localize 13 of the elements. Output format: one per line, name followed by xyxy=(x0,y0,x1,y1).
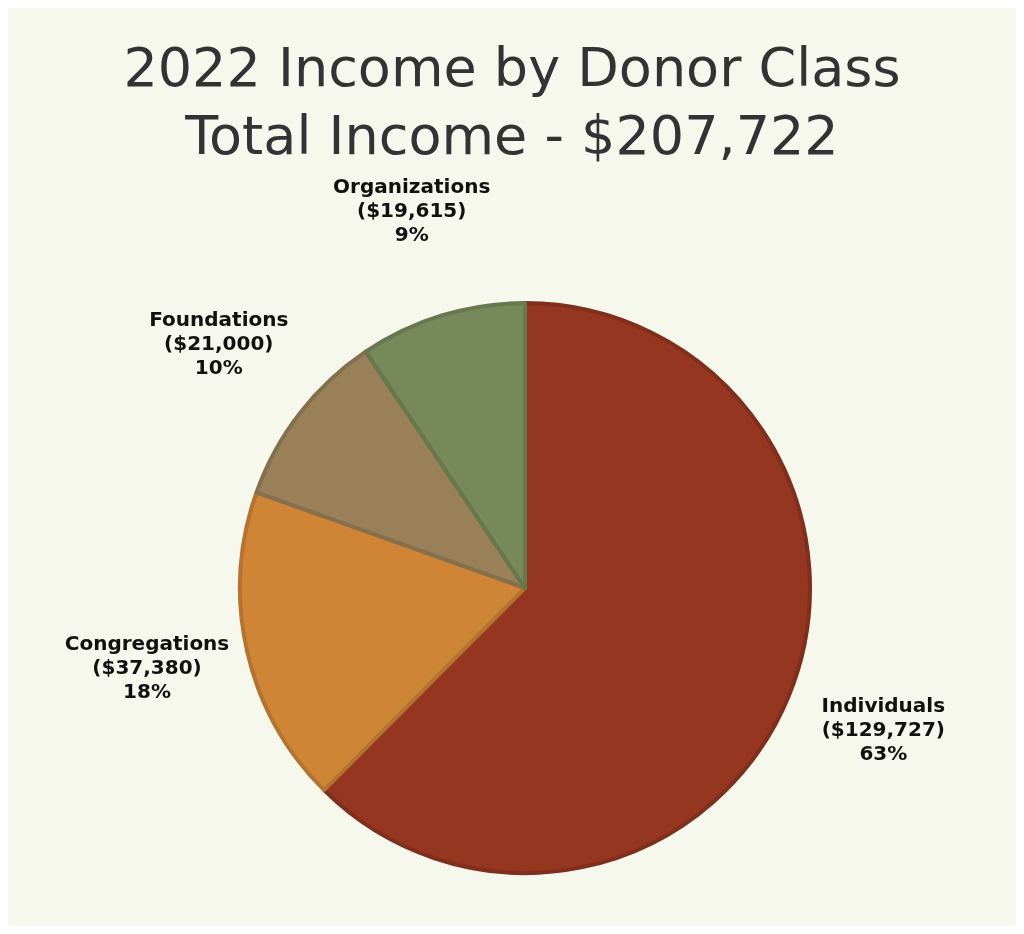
pie-slice xyxy=(363,301,527,590)
chart-subtitle: Total Income - $207,722 xyxy=(184,104,839,167)
data-label: ($19,615) 9% xyxy=(357,198,467,247)
data-label: ($37,380) 18% xyxy=(92,654,202,703)
slice-label: Individuals xyxy=(821,692,946,717)
pie-slice xyxy=(238,490,527,793)
slice-label: Congregations xyxy=(64,630,230,655)
chart-title: 2022 Income by Donor Class xyxy=(123,36,901,99)
data-label: ($129,727) 63% xyxy=(821,716,945,765)
pie-slice xyxy=(322,301,812,875)
slice-label: Organizations xyxy=(333,174,491,199)
data-label: ($21,000) 10% xyxy=(164,331,274,380)
slice-label: Foundations xyxy=(149,307,289,332)
